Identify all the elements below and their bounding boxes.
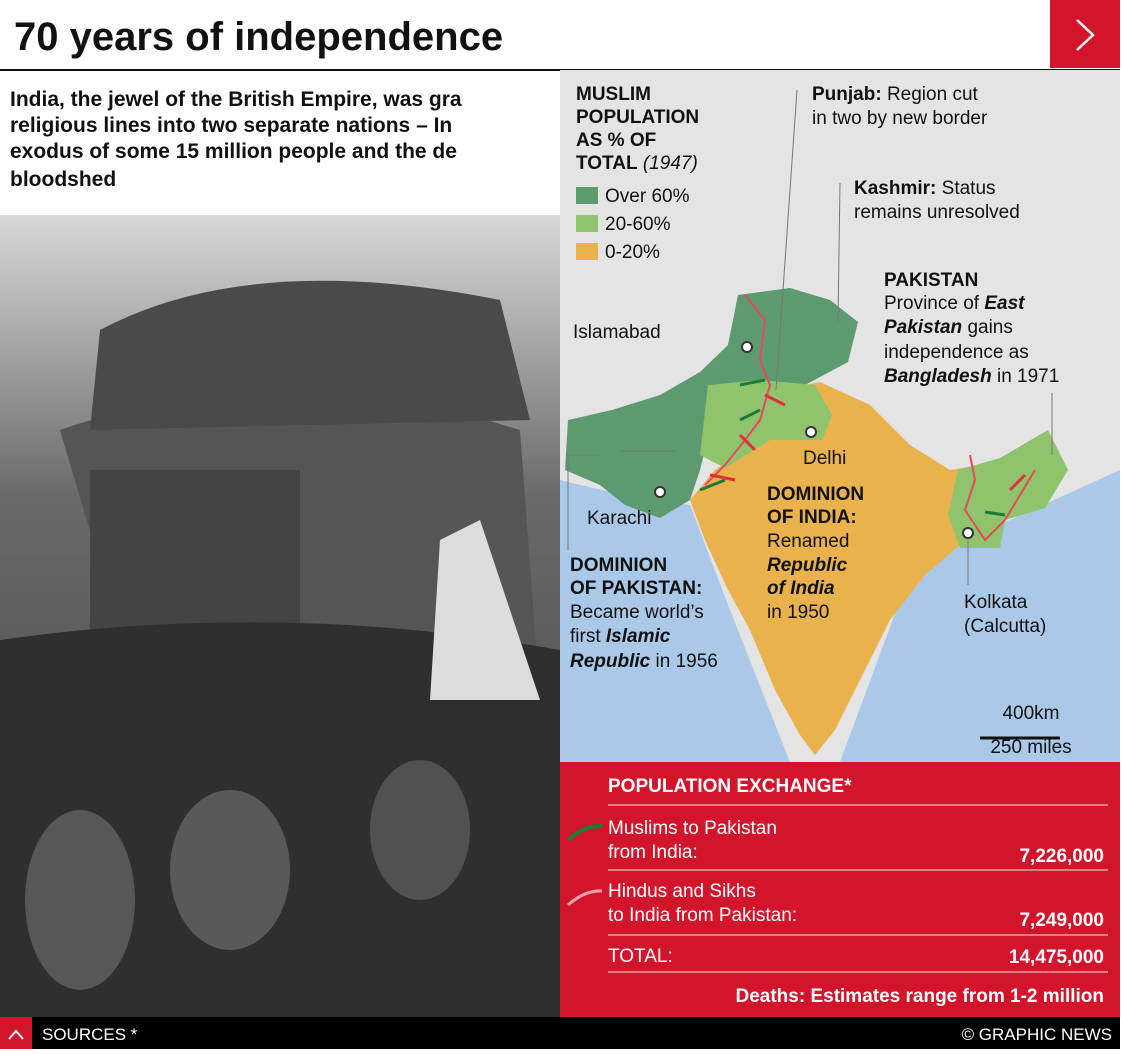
legend-label: Over 60%: [605, 186, 690, 207]
annotation-text: in 1971: [997, 366, 1059, 387]
annotation: Kashmir: Status: [854, 178, 996, 199]
annotation-text: in 1950: [767, 602, 829, 623]
annotation-text: Republic: [570, 651, 651, 672]
annotation-name: OF PAKISTAN:: [570, 578, 702, 599]
annotation-text: of India: [767, 578, 835, 599]
annotation-text: Region cut: [887, 84, 979, 105]
annotation: first Islamic: [570, 626, 671, 647]
city-label: Karachi: [587, 508, 651, 529]
annotation: Republic in 1956: [570, 651, 718, 672]
row-label: from India:: [608, 842, 698, 863]
next-icon: [1076, 19, 1095, 51]
annotation-text: gains: [967, 317, 1012, 338]
annotation-name: OF INDIA:: [767, 507, 857, 528]
annotation-text: Province of: [884, 293, 980, 314]
scale-label: 400km: [1002, 703, 1059, 724]
annotation: Punjab: Region cut: [812, 84, 979, 105]
annotation-name: Kashmir:: [854, 178, 936, 199]
sources-toggle[interactable]: [0, 1017, 32, 1049]
annotation-text: Renamed: [767, 531, 849, 552]
city-label: (Calcutta): [964, 616, 1046, 637]
legend-title: MUSLIM: [576, 84, 651, 105]
region-punjab: [700, 380, 832, 468]
annotation-text: Islamic: [606, 626, 671, 647]
toggle-icon: [8, 1029, 24, 1040]
city-label: Delhi: [803, 448, 846, 469]
map-labels: MUSLIM POPULATION AS % OF TOTAL (1947) O…: [570, 84, 1072, 758]
row-value: 7,226,000: [1019, 846, 1104, 867]
intro-line: India, the jewel of the British Empire, …: [10, 88, 462, 111]
annotation-text: in 1956: [656, 651, 718, 672]
legend-year: (1947): [643, 153, 698, 174]
row-label: Hindus and Sikhs: [608, 881, 756, 902]
deaths-note: Deaths: Estimates range from 1-2 million: [736, 986, 1105, 1007]
annotation-text: Status: [942, 178, 996, 199]
scale-label: 250 miles: [990, 737, 1071, 758]
border: [963, 454, 1036, 542]
annotation-name: Punjab:: [812, 84, 882, 105]
credit: © GRAPHIC NEWS: [962, 1025, 1112, 1044]
leader: [837, 182, 841, 323]
title: 70 years of independence: [14, 15, 503, 59]
legend-title: POPULATION: [576, 107, 699, 128]
city-markers: [654, 341, 974, 539]
legend: Over 60% 20-60% 0-20%: [576, 186, 690, 263]
annotation-text: independence as: [884, 342, 1029, 363]
exchange-panel: POPULATION EXCHANGE* Muslims to Pakistan…: [560, 762, 1120, 1017]
footer: [0, 1017, 1120, 1049]
annotation-text: first: [570, 626, 601, 647]
annotation: Province of East: [884, 293, 1025, 314]
city-label: Kolkata: [964, 592, 1028, 613]
annotation-text: Bangladesh: [884, 366, 992, 387]
row-label: to India from Pakistan:: [608, 905, 797, 926]
legend-swatch: [576, 243, 598, 260]
map: [560, 70, 1120, 762]
annotation-text: remains unresolved: [854, 202, 1020, 223]
annotation-text: Republic: [767, 555, 848, 576]
sources-link[interactable]: SOURCES *: [42, 1025, 138, 1044]
leader: [775, 89, 798, 391]
row-label: Muslims to Pakistan: [608, 818, 777, 839]
annotation-text: East: [984, 293, 1025, 314]
flow-arrows: [699, 378, 1027, 517]
region-bangladesh: [948, 430, 1068, 548]
border: [704, 294, 772, 486]
legend-swatch: [576, 215, 598, 232]
annotation-text: Pakistan: [884, 317, 962, 338]
intro-line: bloodshed: [10, 168, 116, 191]
legend-swatch: [576, 187, 598, 204]
annotation-name: PAKISTAN: [884, 270, 978, 291]
next-button[interactable]: [1050, 0, 1120, 68]
legend-label: 0-20%: [605, 242, 660, 263]
annotation-text: in two by new border: [812, 108, 988, 129]
intro-line: religious lines into two separate nation…: [10, 114, 452, 137]
intro-line: exodus of some 15 million people and the…: [10, 140, 457, 163]
annotation: Pakistan gains: [884, 317, 1013, 338]
leader: [567, 454, 600, 550]
annotation-name: DOMINION: [767, 484, 864, 505]
annotation-name: DOMINION: [570, 555, 667, 576]
legend-title: AS % OF: [576, 130, 656, 151]
intro: India, the jewel of the British Empire, …: [10, 88, 462, 191]
city-label: Islamabad: [573, 322, 661, 343]
total-value: 14,475,000: [1009, 947, 1104, 968]
annotation: Bangladesh in 1971: [884, 366, 1059, 387]
total-label: TOTAL:: [608, 946, 673, 967]
legend-title: TOTAL (1947): [576, 153, 698, 174]
photo: [0, 215, 560, 1017]
legend-title: TOTAL: [576, 153, 638, 174]
legend-label: 20-60%: [605, 214, 671, 235]
exchange-title: POPULATION EXCHANGE*: [608, 776, 852, 797]
row-value: 7,249,000: [1019, 910, 1104, 931]
annotation-text: Became world’s: [570, 602, 704, 623]
